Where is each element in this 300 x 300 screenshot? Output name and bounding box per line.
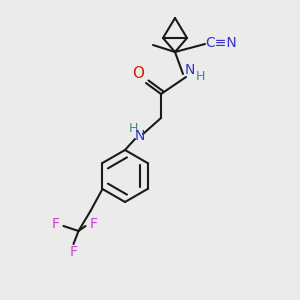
Text: F: F [89, 217, 98, 231]
Text: N: N [135, 129, 145, 143]
Text: N: N [185, 63, 195, 77]
Text: O: O [132, 67, 144, 82]
Text: H: H [128, 122, 138, 134]
Text: H: H [195, 70, 205, 83]
Text: F: F [52, 217, 59, 231]
Text: F: F [70, 245, 77, 259]
Text: C≡N: C≡N [205, 36, 237, 50]
